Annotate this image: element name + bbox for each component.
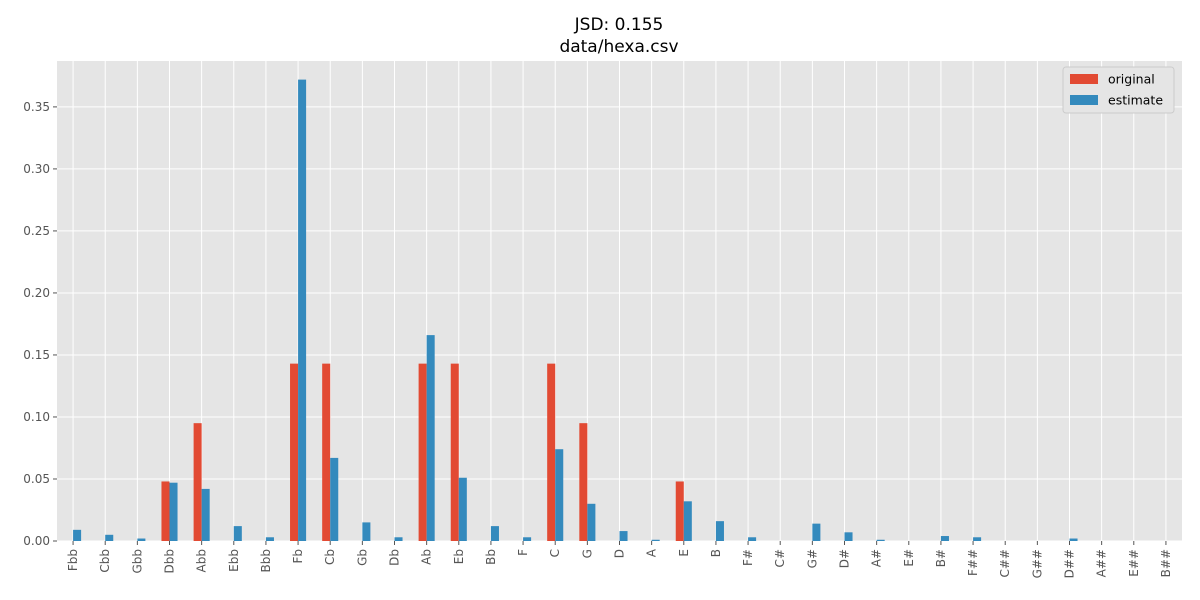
x-axis-ticks: Fbb Cbb Gbb Dbb Abb Ebb Bbb Fb Cb Gb Db Ab Eb Bb F C G D A…: [66, 541, 1173, 578]
chart-title: JSD: 0.155: [574, 15, 664, 35]
x-tick-label: E: [677, 549, 691, 557]
x-tick-label: F: [516, 549, 530, 556]
x-tick-label: G#: [805, 549, 819, 568]
bar-estimate-A#: [876, 539, 885, 541]
x-tick-label: E##: [1127, 549, 1141, 577]
y-tick-label: 0.35: [23, 100, 50, 114]
bar-original-Cb: [322, 363, 331, 541]
legend-label-original: original: [1108, 72, 1155, 87]
legend-swatch-original: [1070, 74, 1098, 84]
bar-estimate-Fb: [298, 79, 307, 542]
bar-estimate-Cb: [330, 457, 339, 541]
x-tick-label: G##: [1030, 549, 1044, 578]
bar-estimate-Dbb: [169, 482, 178, 541]
x-tick-label: A#: [870, 549, 884, 567]
bar-estimate-Bb: [490, 526, 499, 541]
bar-original-Abb: [193, 423, 202, 541]
y-tick-label: 0.25: [23, 224, 50, 238]
bar-estimate-Gb: [362, 522, 371, 541]
bar-original-Dbb: [161, 481, 170, 541]
bar-estimate-E: [683, 501, 692, 541]
legend-swatch-estimate: [1070, 95, 1098, 105]
chart-subtitle: data/hexa.csv: [559, 37, 678, 57]
x-tick-label: C##: [998, 549, 1012, 578]
bar-original-Ab: [418, 363, 427, 541]
x-tick-label: C: [548, 549, 562, 557]
bar-estimate-B#: [940, 536, 949, 541]
legend: original estimate: [1062, 66, 1175, 114]
bar-estimate-C: [555, 449, 564, 541]
y-axis-ticks: 0.00 0.05 0.10 0.15 0.20 0.25 0.30 0.35: [23, 100, 57, 548]
x-tick-label: Dbb: [163, 549, 177, 573]
x-tick-label: Gb: [355, 549, 369, 566]
bar-estimate-Db: [394, 537, 403, 541]
bar-estimate-G: [587, 503, 596, 541]
y-tick-label: 0.00: [23, 534, 50, 548]
x-tick-label: Fbb: [66, 549, 80, 571]
x-tick-label: A: [645, 548, 659, 557]
x-tick-label: D##: [1063, 549, 1077, 578]
bar-estimate-B: [715, 521, 724, 541]
y-tick-label: 0.20: [23, 286, 50, 300]
bar-estimate-Cbb: [105, 534, 114, 541]
x-tick-label: Cbb: [98, 549, 112, 573]
x-tick-label: Ab: [420, 549, 434, 565]
bar-original-C: [547, 363, 556, 541]
bar-original-E: [675, 481, 684, 541]
bars: [73, 79, 1078, 542]
x-tick-label: E#: [902, 549, 916, 567]
x-tick-label: Cb: [323, 549, 337, 565]
x-tick-label: Eb: [452, 549, 466, 564]
x-tick-label: B: [709, 549, 723, 557]
legend-label-estimate: estimate: [1108, 93, 1163, 108]
bar-estimate-Fbb: [73, 529, 82, 541]
y-tick-label: 0.30: [23, 162, 50, 176]
bar-estimate-F: [523, 537, 532, 541]
bar-estimate-F#: [748, 537, 757, 541]
bar-estimate-Gbb: [137, 538, 146, 541]
x-tick-label: Abb: [195, 549, 209, 572]
x-tick-label: A##: [1095, 549, 1109, 577]
bar-original-Eb: [450, 363, 459, 541]
bar-estimate-Ab: [426, 335, 435, 541]
bar-estimate-G#: [812, 523, 821, 541]
x-tick-label: Bb: [484, 549, 498, 565]
bar-estimate-Bbb: [265, 537, 274, 541]
x-tick-label: D#: [838, 549, 852, 568]
x-tick-label: Ebb: [227, 549, 241, 572]
x-tick-label: G: [580, 549, 594, 558]
bar-estimate-Eb: [458, 477, 467, 541]
bar-estimate-A: [651, 539, 660, 541]
y-tick-label: 0.10: [23, 410, 50, 424]
x-tick-label: Db: [388, 549, 402, 566]
bar-estimate-F##: [973, 537, 982, 541]
y-tick-label: 0.05: [23, 472, 50, 486]
x-tick-label: C#: [773, 549, 787, 567]
bar-original-G: [579, 423, 588, 541]
x-tick-label: B##: [1159, 549, 1173, 577]
bar-original-Fb: [290, 363, 299, 541]
bar-estimate-D: [619, 531, 628, 541]
x-tick-label: F#: [741, 549, 755, 566]
x-tick-label: B#: [934, 549, 948, 567]
x-tick-label: Fb: [291, 549, 305, 564]
bar-estimate-D##: [1069, 538, 1078, 541]
bar-estimate-D#: [844, 532, 853, 541]
x-tick-label: F##: [966, 549, 980, 576]
x-tick-label: D: [613, 549, 627, 558]
x-tick-label: Gbb: [130, 549, 144, 574]
x-tick-label: Bbb: [259, 549, 273, 572]
y-tick-label: 0.15: [23, 348, 50, 362]
bar-estimate-Ebb: [233, 526, 242, 541]
bar-estimate-Abb: [201, 488, 210, 541]
